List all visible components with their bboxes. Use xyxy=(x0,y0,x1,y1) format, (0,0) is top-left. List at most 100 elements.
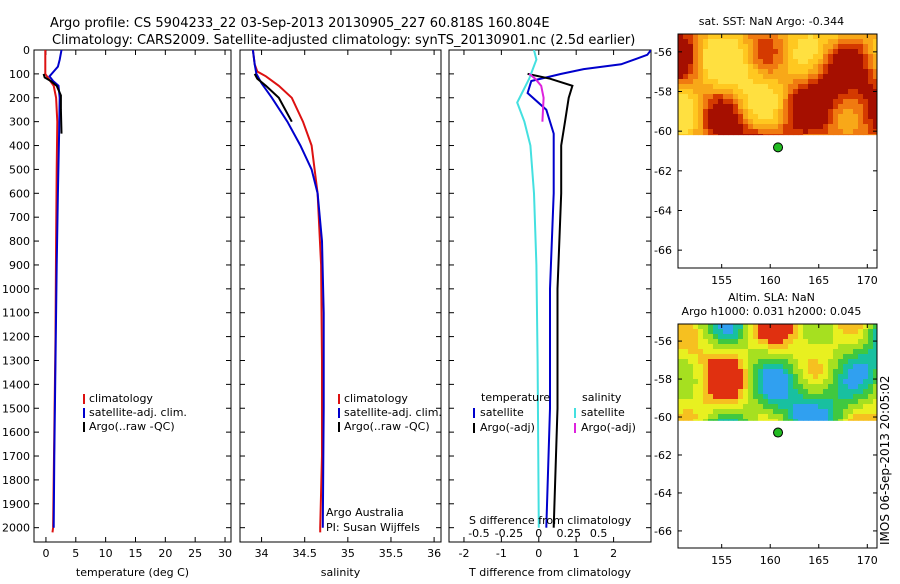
raster-cell xyxy=(793,344,799,350)
raster-cell xyxy=(843,69,849,75)
raster-cell xyxy=(858,359,864,365)
raster-cell xyxy=(763,89,769,95)
raster-cell xyxy=(873,384,877,390)
raster-cell xyxy=(738,399,744,405)
raster-cell xyxy=(818,354,824,360)
raster-cell xyxy=(793,99,799,105)
raster-cell xyxy=(693,359,699,365)
raster-cell xyxy=(848,409,854,415)
raster-cell xyxy=(703,59,709,65)
raster-cell xyxy=(823,389,829,395)
raster-cell xyxy=(823,114,829,120)
raster-cell xyxy=(688,419,694,421)
raster-cell xyxy=(703,379,709,385)
raster-cell xyxy=(698,324,704,330)
raster-cell xyxy=(738,84,744,90)
x-tick-label: 5 xyxy=(72,547,79,560)
raster-cell xyxy=(783,54,789,60)
raster-cell xyxy=(763,379,769,385)
raster-cell xyxy=(788,129,794,135)
raster-cell xyxy=(853,404,859,410)
raster-cell xyxy=(738,374,744,380)
raster-cell xyxy=(843,49,849,55)
raster-cell xyxy=(753,44,759,50)
raster-cell xyxy=(808,69,814,75)
lat-tick-label: -64 xyxy=(654,204,672,217)
raster-cell xyxy=(803,39,809,45)
raster-cell xyxy=(698,329,704,335)
raster-cell xyxy=(748,329,754,335)
raster-cell xyxy=(818,359,824,365)
raster-cell xyxy=(783,344,789,350)
raster-cell xyxy=(698,394,704,400)
raster-cell xyxy=(828,369,834,375)
raster-cell xyxy=(843,334,849,340)
raster-cell xyxy=(763,99,769,105)
raster-cell xyxy=(723,334,729,340)
raster-cell xyxy=(768,89,774,95)
raster-cell xyxy=(823,404,829,410)
raster-cell xyxy=(768,44,774,50)
difference-panel: -2 -1 0 1 2T difference from climatology-0.5… xyxy=(448,49,652,579)
raster-cell xyxy=(853,349,859,355)
raster-cell xyxy=(793,49,799,55)
raster-cell xyxy=(688,54,694,60)
raster-cell xyxy=(808,109,814,115)
raster-cell xyxy=(713,69,719,75)
raster-cell xyxy=(788,89,794,95)
raster-cell xyxy=(853,124,859,130)
raster-cell xyxy=(708,369,714,375)
raster-cell xyxy=(798,89,804,95)
raster-cell xyxy=(808,34,814,40)
raster-cell xyxy=(813,104,819,110)
raster-cell xyxy=(778,44,784,50)
raster-cell xyxy=(738,69,744,75)
raster-cell xyxy=(708,344,714,350)
raster-cell xyxy=(678,34,684,40)
raster-cell xyxy=(758,379,764,385)
raster-cell xyxy=(873,374,877,380)
lat-tick-label: -56 xyxy=(654,335,672,348)
raster-cell xyxy=(838,104,844,110)
raster-cell xyxy=(698,129,704,135)
raster-cell xyxy=(703,364,709,370)
raster-cell xyxy=(733,99,739,105)
raster-cell xyxy=(848,354,854,360)
x-tick-label: 34.5 xyxy=(292,547,317,560)
raster-cell xyxy=(703,34,709,40)
raster-cell xyxy=(718,349,724,355)
raster-cell xyxy=(743,404,749,410)
raster-cell xyxy=(748,129,754,135)
raster-cell xyxy=(733,54,739,60)
raster-cell xyxy=(863,354,869,360)
raster-cell xyxy=(838,349,844,355)
raster-cell xyxy=(783,74,789,80)
raster-cell xyxy=(683,104,689,110)
raster-cell xyxy=(748,134,754,136)
raster-cell xyxy=(803,119,809,125)
raster-cell xyxy=(738,134,744,136)
raster-cell xyxy=(768,344,774,350)
raster-cell xyxy=(683,74,689,80)
raster-cell xyxy=(828,409,834,415)
raster-cell xyxy=(868,124,874,130)
y-tick-label: 200 xyxy=(9,92,30,105)
raster-cell xyxy=(813,354,819,360)
raster-cell xyxy=(853,374,859,380)
raster-cell xyxy=(778,344,784,350)
raster-cell xyxy=(688,384,694,390)
raster-cell xyxy=(858,389,864,395)
raster-cell xyxy=(778,74,784,80)
raster-cell xyxy=(873,114,877,120)
raster-cell xyxy=(678,359,684,365)
raster-cell xyxy=(823,104,829,110)
raster-cell xyxy=(868,109,874,115)
raster-cell xyxy=(828,344,834,350)
y-tick-label: 1300 xyxy=(2,354,30,367)
argo-float-marker xyxy=(773,427,784,438)
raster-cell xyxy=(823,409,829,415)
raster-cell xyxy=(838,74,844,80)
raster-cell xyxy=(688,399,694,405)
raster-cell xyxy=(868,384,874,390)
lat-tick-label: -62 xyxy=(654,165,672,178)
